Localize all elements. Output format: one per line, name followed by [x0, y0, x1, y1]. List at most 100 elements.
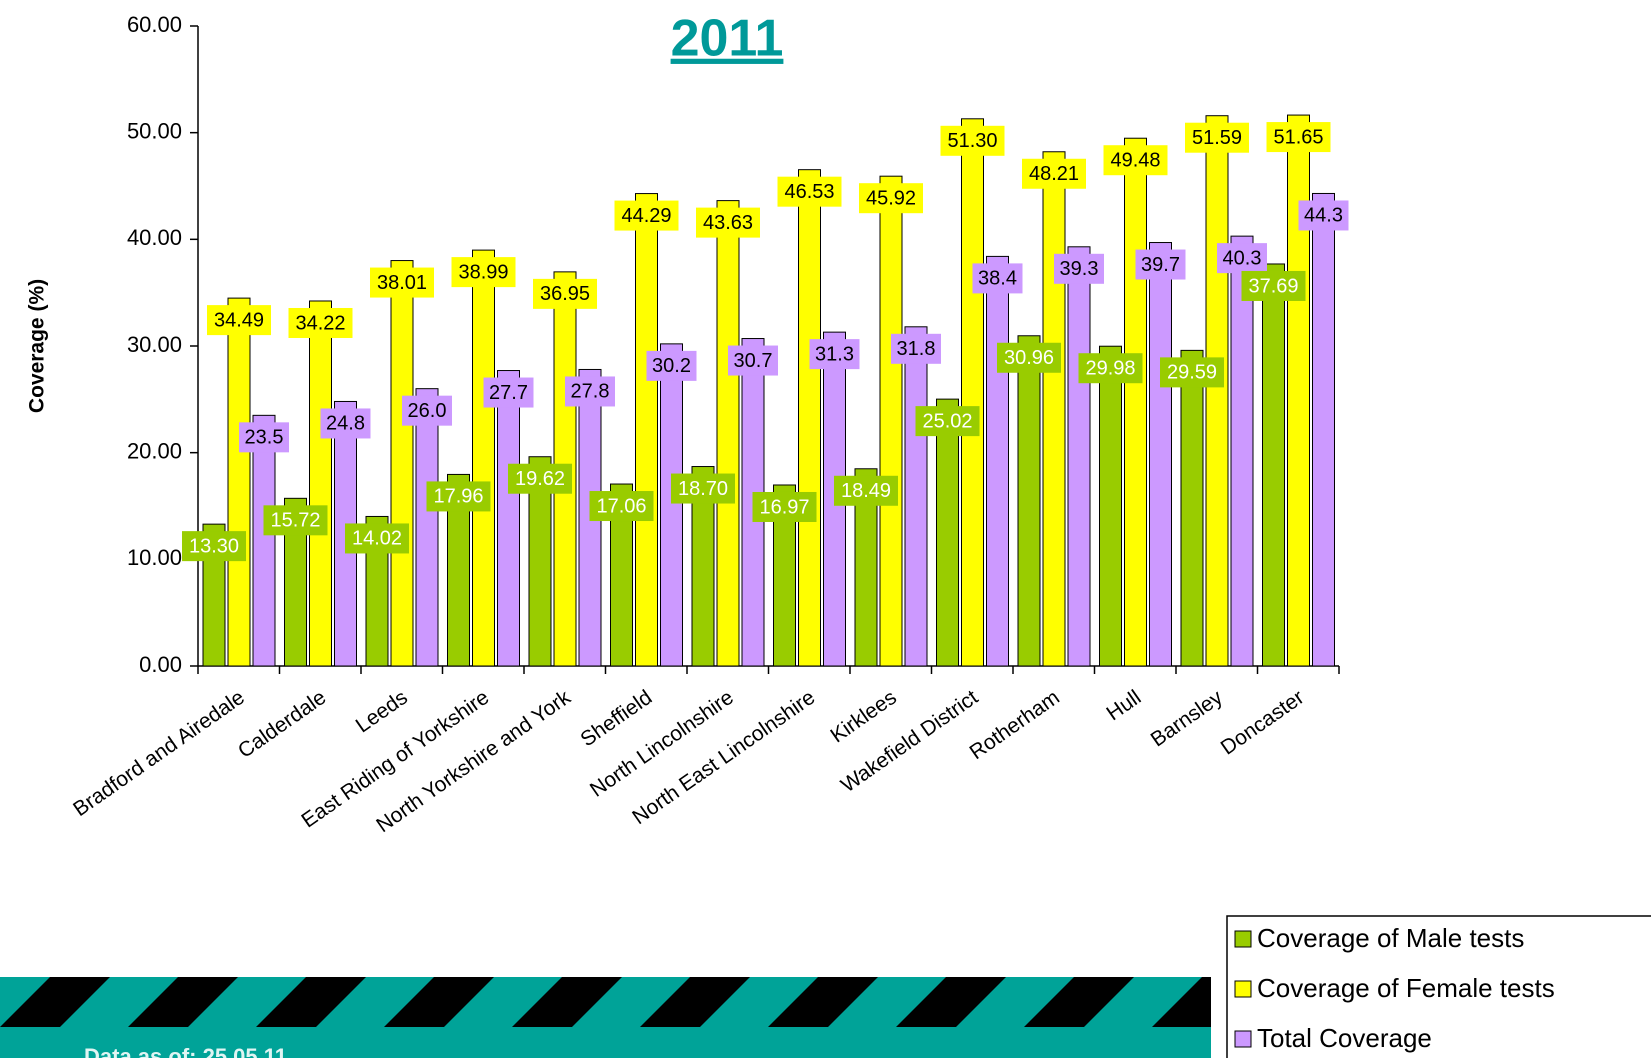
data-label: 31.3: [815, 343, 854, 365]
data-label: 38.4: [978, 268, 1017, 290]
data-label-box: [671, 473, 735, 504]
data-label: 30.7: [734, 350, 773, 372]
legend-box: [1226, 915, 1651, 1058]
data-label-box: [1217, 243, 1267, 274]
x-tick-label: Doncaster: [1217, 686, 1309, 760]
data-label-box: [1054, 253, 1104, 284]
bar: [1017, 335, 1041, 667]
data-label-box: [646, 350, 697, 381]
data-label-box: [1241, 270, 1306, 301]
bar: [528, 456, 552, 667]
data-label: 29.98: [1085, 357, 1135, 379]
data-label-box: [451, 257, 516, 288]
data-label: 39.3: [1060, 258, 1099, 280]
legend-swatch: [1234, 930, 1252, 948]
data-label: 39.7: [1141, 254, 1180, 276]
y-tick-label: 10.00: [127, 545, 182, 570]
data-label-box: [263, 505, 328, 536]
data-label: 18.70: [678, 478, 728, 500]
data-label: 23.5: [245, 427, 284, 449]
chart-title: 2011: [671, 10, 784, 68]
stripe: [1152, 977, 1211, 1027]
bar: [773, 484, 796, 667]
data-label-box: [891, 333, 941, 364]
stripe: [512, 977, 622, 1027]
bar: [1180, 349, 1204, 667]
x-tick-label: North Lincolnshire: [586, 686, 738, 802]
data-label: 37.69: [1248, 275, 1298, 297]
bar: [1067, 246, 1091, 667]
y-tick-label: 20.00: [127, 438, 182, 463]
data-label: 24.8: [326, 413, 365, 435]
x-tick-label: Rotherham: [966, 686, 1064, 764]
data-label: 14.02: [352, 528, 402, 550]
data-label: 15.72: [270, 510, 320, 532]
bar: [1149, 242, 1172, 667]
bar: [1287, 114, 1310, 667]
data-label: 16.97: [759, 496, 809, 518]
data-label-box: [752, 491, 817, 522]
bar: [447, 473, 470, 667]
stripe: [384, 977, 494, 1027]
data-label-box: [483, 377, 534, 408]
legend-swatch: [1234, 980, 1252, 998]
data-label: 30.2: [652, 355, 691, 377]
data-label-box: [1185, 122, 1249, 153]
footer: Data as of: 25.05.11: [84, 1044, 287, 1058]
data-label-box: [859, 183, 923, 214]
data-label: 48.21: [1029, 163, 1079, 185]
data-label: 51.65: [1273, 126, 1323, 148]
stripe: [128, 977, 238, 1027]
data-label-box: [565, 376, 615, 407]
banner: [0, 977, 1211, 1058]
bar: [1124, 137, 1147, 667]
data-label-box: [402, 395, 452, 426]
legend-label: Total Coverage: [1257, 1023, 1432, 1053]
data-label-box: [533, 278, 597, 309]
data-label: 38.99: [458, 261, 508, 283]
data-label-box: [728, 345, 778, 376]
data-label: 25.02: [922, 410, 972, 432]
stripe: [768, 977, 878, 1027]
stripe: [0, 977, 110, 1027]
data-label-box: [997, 342, 1061, 373]
data-label: 34.22: [295, 312, 345, 334]
y-tick-label: 40.00: [127, 225, 182, 250]
bar: [390, 260, 414, 667]
data-label-box: [508, 463, 572, 494]
stripe: [640, 977, 750, 1027]
bar: [854, 468, 878, 667]
bar: [1230, 235, 1254, 667]
data-label: 46.53: [784, 181, 834, 203]
y-tick-label: 50.00: [127, 118, 182, 143]
bar: [798, 169, 821, 667]
data-label: 40.3: [1223, 247, 1262, 269]
data-label-box: [426, 481, 491, 512]
bar: [415, 388, 439, 667]
data-label-box: [696, 207, 760, 238]
data-label-box: [1160, 357, 1224, 388]
bar: [1205, 115, 1229, 667]
data-label: 30.96: [1004, 347, 1054, 369]
data-label: 49.48: [1110, 149, 1160, 171]
data-label: 27.7: [489, 382, 528, 404]
bar: [497, 370, 520, 667]
data-label: 17.96: [433, 486, 483, 508]
data-label-box: [1298, 200, 1349, 231]
x-tick-label: Wakefield District: [837, 686, 983, 798]
bar: [252, 414, 276, 667]
data-label: 51.30: [947, 130, 997, 152]
data-label-box: [320, 408, 371, 439]
data-label: 13.30: [189, 535, 239, 557]
data-label: 27.8: [571, 381, 610, 403]
data-label-box: [940, 125, 1005, 156]
data-label-box: [972, 263, 1023, 294]
y-tick-label: 0.00: [139, 652, 182, 677]
x-tick-label: Bradford and Airedale: [69, 686, 249, 821]
bar: [227, 297, 251, 667]
data-label: 29.59: [1167, 362, 1217, 384]
data-label-box: [239, 422, 289, 453]
x-tick-label: Kirklees: [826, 686, 900, 748]
